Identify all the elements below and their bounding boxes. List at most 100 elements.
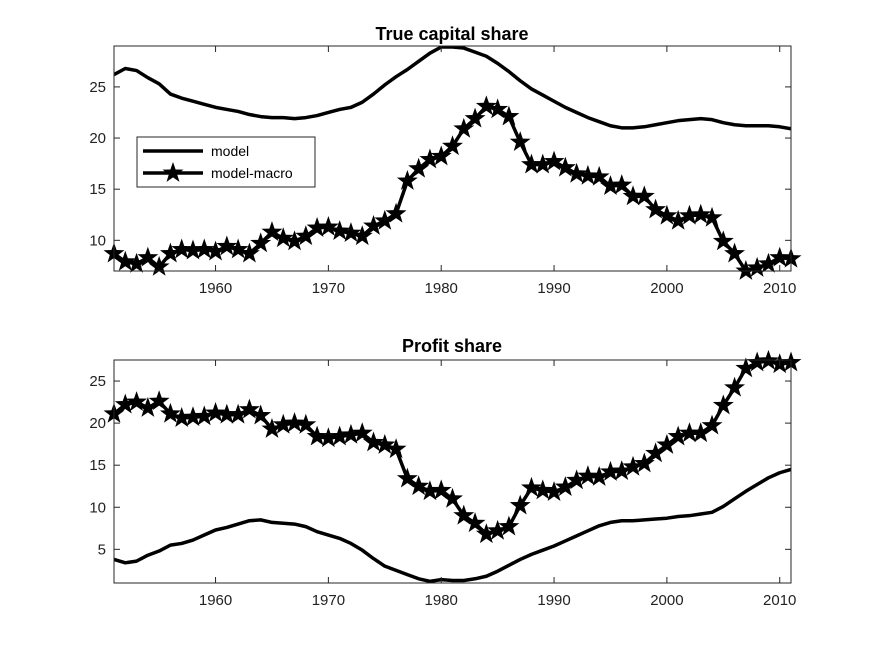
profit-share-model-macro-point [340,423,362,444]
capital-share-model-macro-point [159,242,181,263]
profit-share-model-macro-point [453,504,475,525]
capital-share-model-macro-point [238,242,260,263]
profit-share-model-macro-point [351,422,373,443]
capital-share-model-macro-point [475,95,497,116]
capital-share-model-macro-point [171,238,193,259]
capital-share-model-macro-point [295,225,317,246]
capital-share-model-macro-point [543,150,565,171]
capital-share-model-macro-point [114,250,136,271]
profit-share-chart: 1960 1970 1980 1990 2000 2010 5 10 15 20 25 Profit… [89,336,802,609]
profit-share-y-tick-label: 5 [98,541,106,558]
capital-share-model-macro-point [148,255,170,276]
capital-share-model-macro-point [656,204,678,225]
profit-share-model-macro-point [577,465,599,486]
profit-share-model-macro-point [419,480,441,501]
profit-share-model-macro-point [216,403,238,424]
capital-share-x-tick-label: 2000 [650,280,683,297]
capital-share-model-macro-point [554,156,576,177]
profit-share-model-macro-point [554,476,576,496]
capital-share-model-macro-point [408,157,430,178]
capital-share-model-macro-point [227,238,249,259]
capital-share-model-macro-point [690,203,712,224]
capital-share-model-macro-point [306,217,328,237]
profit-share-model-macro-point [159,402,181,423]
capital-share-model-macro-point [769,246,791,267]
profit-share-y-tick-label: 25 [89,373,106,390]
capital-share-y-tick-label: 15 [89,181,106,198]
capital-share-x-tick-label: 2010 [763,280,796,297]
profit-share-tick-layer: 1960 1970 1980 1990 2000 2010 5 10 15 20 25 [89,360,796,609]
capital-share-model-macro-point [498,105,520,126]
profit-share-model-macro-point [205,402,227,422]
capital-share-model-macro-point [509,131,531,152]
capital-share-model-macro-point [340,222,362,243]
capital-share-model-macro-point [464,107,486,128]
profit-share-model-macro-point [509,494,531,515]
capital-share-model-macro-point [487,98,509,119]
profit-share-model-macro-point [532,479,554,500]
capital-share-model-macro-point [329,220,351,241]
profit-share-x-tick-label: 1980 [425,592,458,609]
profit-share-model-macro-point [475,523,497,544]
profit-share-model-macro-point [633,452,655,473]
profit-share-model-macro-point [137,396,159,417]
profit-share-model-macro-point [284,412,305,433]
capital-share-y-tick-label: 20 [89,130,106,147]
profit-share-model-macro-point [227,403,249,424]
profit-share-model-macro-point [746,351,768,372]
profit-share-model-macro-point [114,393,136,414]
profit-share-plot-area [114,360,791,583]
profit-share-model-macro-point [543,481,565,502]
profit-share-model-macro-point [126,391,148,411]
capital-share-model-macro-point [667,209,689,230]
profit-share-model-macro-point [487,519,509,540]
profit-share-model-macro-point [430,479,452,500]
capital-share-model-macro-point [250,232,272,253]
profit-share-model-macro-point [171,407,193,427]
profit-share-x-tick-label: 2010 [763,592,796,609]
capital-share-model-macro-point [396,170,418,190]
capital-share-model-macro-point [633,185,655,206]
capital-share-model-macro-point [284,230,305,251]
capital-share-model-macro-point [600,175,621,196]
profit-share-model-macro-point [701,414,723,435]
capital-share-model-macro-point [588,165,610,186]
capital-share-model-macro-point [521,153,542,174]
profit-share-model-line [114,467,791,583]
capital-share-model-line [114,46,791,131]
capital-share-model-macro-point [385,202,407,223]
profit-share-model-macro-point [374,433,396,454]
profit-share-model-macro-point [193,405,215,426]
capital-share-y-tick-label: 10 [89,232,106,249]
profit-share-model-macro-point [645,442,667,463]
profit-share-model-macro-point [678,422,700,443]
profit-share-model-macro-point [521,476,542,497]
profit-share-model-macro-point [656,433,678,454]
profit-share-model-macro-point [724,376,746,397]
profit-share-model-macro-point [600,460,621,481]
capital-share-model-macro-point [678,204,700,225]
capital-share-model-macro-point [746,256,768,277]
capital-share-model-macro-point [735,260,757,280]
capital-share-model-macro-point [611,174,633,194]
capital-share-model-macro-point [272,227,294,248]
legend-box [136,136,316,188]
profit-share-axes-box [113,359,792,584]
profit-share-model-macro-point [712,394,734,415]
capital-share-x-tick-label: 1970 [312,280,345,297]
capital-share-x-tick-label: 1980 [425,280,458,297]
profit-share-model-macro-point [566,469,588,490]
capital-share-model-macro-point [193,238,215,259]
profit-share-x-tick-label: 2000 [650,592,683,609]
capital-share-model-macro-point [453,117,475,138]
profit-share-y-tick-label: 10 [89,499,106,516]
capital-share-title: True capital share [375,24,528,44]
profit-share-model-macro-point [735,357,757,378]
profit-share-model-macro-point [464,512,486,533]
capital-share-model-macro-point [577,164,599,185]
capital-share-model-macro-point [419,148,441,169]
capital-share-model-macro-point [724,242,746,263]
capital-share-legend: model model-macro [136,136,316,188]
